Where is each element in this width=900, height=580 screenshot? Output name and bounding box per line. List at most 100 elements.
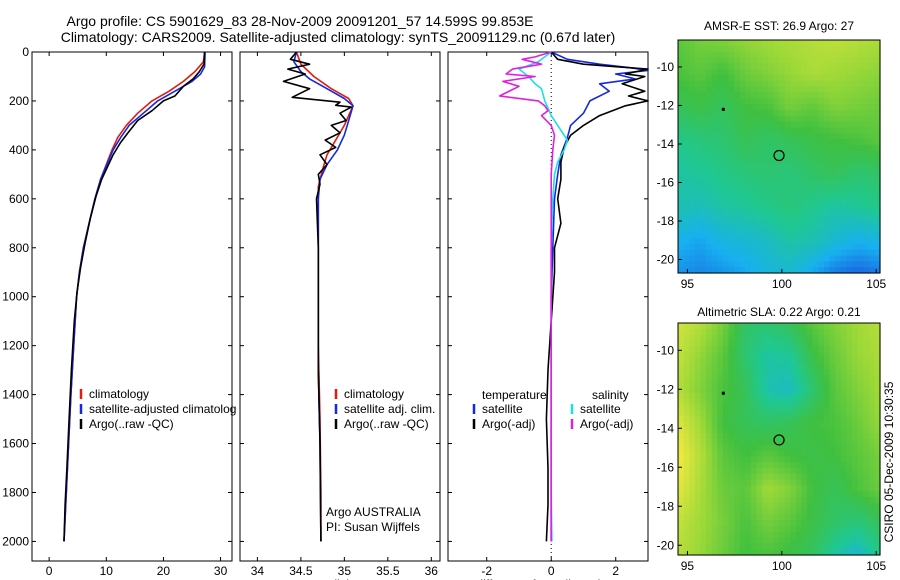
sst-heatmap-cell [795, 86, 803, 94]
sla-heatmap-cell [750, 439, 758, 446]
sst-heatmap-cell [750, 92, 758, 99]
sst-heatmap-cell [767, 191, 774, 198]
sla-heatmap-cell [711, 404, 718, 411]
sst-heatmap-cell [678, 267, 685, 274]
sst-heatmap-cell [840, 40, 847, 47]
sla-heatmap-cell [823, 392, 831, 399]
sst-heatmap-cell [722, 179, 730, 187]
sla-heatmap-cell [745, 485, 752, 492]
sla-heatmap-cell [851, 346, 859, 353]
sst-heatmap-cell [818, 98, 825, 105]
sla-heatmap-cell [756, 549, 763, 556]
sla-heatmap-cell [717, 485, 724, 492]
sst-heatmap-cell [851, 57, 859, 64]
sla-heatmap-cell [779, 421, 786, 428]
sla-heatmap-cell [711, 485, 718, 492]
sla-heatmap-cell [868, 444, 875, 452]
sla-heatmap-cell [812, 404, 819, 411]
sla-heatmap-cell [784, 340, 791, 347]
sla-heatmap-cell [795, 526, 803, 533]
sla-heatmap-cell [784, 450, 791, 457]
sst-heatmap-cell [795, 208, 803, 216]
sst-previous-position-dot [721, 107, 725, 111]
sst-heatmap-cell [829, 168, 836, 175]
sst-heatmap-cell [773, 203, 780, 210]
sla-heatmap-cell [840, 491, 847, 498]
sst-heatmap-cell [851, 127, 859, 134]
sla-heatmap-cell [739, 369, 746, 376]
sla-heatmap-cell [779, 450, 786, 457]
sst-heatmap-cell [807, 133, 814, 140]
sla-heatmap-cell [868, 508, 875, 515]
sst-heatmap-cell [711, 179, 718, 187]
sst-heatmap-cell [734, 173, 741, 181]
sla-heatmap-cell [750, 549, 758, 556]
sla-heatmap-cell [728, 537, 735, 544]
sla-heatmap-cell [874, 479, 881, 486]
sla-heatmap-cell [779, 375, 786, 382]
sla-heatmap-cell [722, 479, 730, 486]
sst-heatmap-cell [717, 214, 724, 222]
sla-heatmap-cell [762, 392, 769, 399]
sla-heatmap-cell [795, 357, 803, 365]
sla-heatmap-cell [700, 485, 707, 492]
sst-heatmap-cell [846, 156, 853, 163]
sla-heatmap-cell [846, 421, 853, 428]
sla-heatmap-cell [840, 357, 847, 365]
sst-heatmap-cell [795, 226, 803, 233]
sst-heatmap-cell [722, 226, 730, 233]
sla-heatmap-cell [795, 352, 803, 359]
sla-heatmap-cell [835, 346, 842, 353]
sla-heatmap-cell [745, 502, 752, 510]
sst-heatmap-cell [823, 74, 831, 82]
sst-heatmap-cell [717, 51, 724, 59]
sst-heatmap-cell [762, 57, 769, 64]
sst-heatmap-cell [784, 238, 791, 245]
sst-heatmap-cell [689, 127, 696, 134]
sla-heatmap-cell [711, 340, 718, 347]
sst-heatmap-cell [840, 74, 847, 82]
sla-heatmap-cell [846, 462, 853, 469]
sst-heatmap-cell [851, 40, 859, 47]
sst-heatmap-cell [694, 133, 702, 140]
sla-heatmap-cell [818, 421, 825, 428]
sla-heatmap-cell [807, 392, 814, 399]
sst-heatmap-cell [739, 249, 746, 257]
sst-heatmap-cell [857, 86, 864, 94]
sla-heatmap-cell [863, 421, 870, 428]
sst-heatmap-cell [700, 203, 707, 210]
sla-heatmap-cell [829, 531, 836, 539]
sst-heatmap-cell [689, 243, 696, 251]
sla-heatmap-cell [790, 346, 797, 353]
sst-heatmap-cell [739, 63, 746, 70]
sla-heatmap-cell [762, 328, 769, 336]
sla-heatmap-cell [678, 537, 685, 544]
sst-heatmap-cell [773, 109, 780, 117]
sla-heatmap-cell [795, 468, 803, 475]
sst-heatmap-cell [745, 98, 752, 105]
sst-heatmap-cell [678, 139, 685, 146]
sla-heatmap-cell [857, 357, 864, 365]
sla-heatmap-cell [734, 531, 741, 539]
sst-heatmap-cell [795, 255, 803, 262]
sst-heatmap-cell [857, 150, 864, 158]
sla-heatmap-cell [773, 543, 780, 550]
sst-heatmap-cell [829, 74, 836, 82]
sla-heatmap-cell [795, 433, 803, 440]
sst-heatmap-cell [762, 267, 769, 274]
sla-heatmap-cell [823, 334, 831, 341]
sst-heatmap-cell [739, 220, 746, 227]
sst-heatmap-cell [706, 185, 713, 193]
sst-heatmap-cell [717, 80, 724, 88]
sst-heatmap-cell [711, 63, 718, 70]
sst-heatmap-cell [683, 40, 690, 47]
sla-heatmap-cell [750, 537, 758, 544]
sla-heatmap-cell [807, 433, 814, 440]
sst-heatmap-cell [773, 133, 780, 140]
sst-heatmap-cell [829, 133, 836, 140]
sst-heatmap-cell [728, 203, 735, 210]
sla-heatmap-cell [689, 340, 696, 347]
sst-heatmap-cell [857, 255, 864, 262]
sst-heatmap-cell [722, 267, 730, 274]
sst-heatmap-cell [807, 214, 814, 222]
